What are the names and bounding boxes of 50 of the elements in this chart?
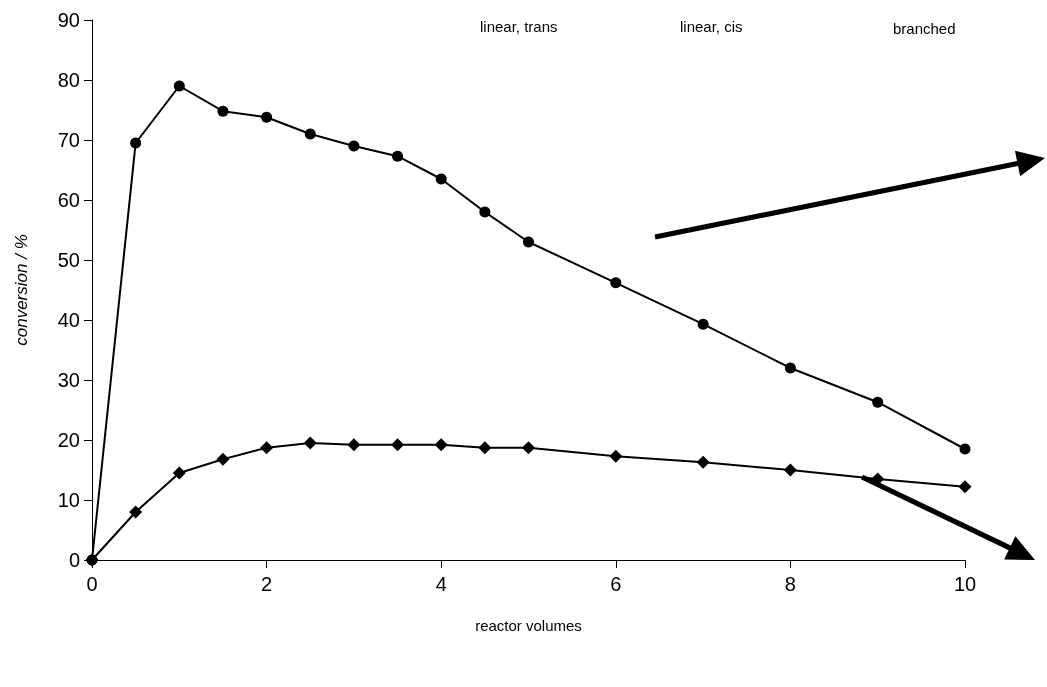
point	[522, 441, 535, 455]
point	[391, 438, 405, 452]
x-tick-label: 0	[86, 573, 98, 595]
point	[261, 111, 273, 123]
y-tick-label: 50	[57, 249, 80, 271]
x-tick-label: 8	[784, 573, 796, 595]
point	[784, 362, 796, 374]
point	[959, 443, 971, 455]
point	[392, 150, 404, 162]
point	[958, 480, 972, 494]
point	[172, 466, 186, 480]
point	[435, 173, 447, 185]
point	[696, 455, 710, 469]
point	[523, 236, 534, 248]
y-tick-label: 10	[57, 489, 80, 511]
y-tick-label: 30	[57, 369, 80, 391]
point	[217, 105, 229, 117]
annotation: linear, trans	[480, 18, 558, 35]
y-tick-label: 40	[57, 309, 80, 331]
annotation: branched	[893, 20, 956, 37]
y-tick-label: 70	[57, 129, 80, 151]
x-tick-label: 6	[610, 573, 622, 595]
point	[260, 441, 274, 455]
y-tick-label: 60	[57, 189, 80, 211]
point	[872, 396, 884, 408]
x-axis-title: reactor volumes	[475, 617, 582, 634]
x-tick-label: 4	[435, 573, 447, 595]
y-tick-label: 80	[57, 69, 80, 91]
point	[347, 438, 361, 452]
point	[478, 441, 492, 455]
point	[173, 80, 185, 92]
y-tick-label: 20	[57, 429, 80, 451]
point	[783, 463, 797, 477]
point	[216, 452, 230, 466]
point	[130, 137, 142, 149]
point	[348, 140, 360, 152]
x-tick-label: 2	[261, 573, 273, 595]
x-tick-label: 10	[953, 573, 977, 595]
point	[610, 277, 622, 289]
y-axis-title: conversion / %	[12, 234, 31, 346]
point	[129, 505, 143, 519]
point	[303, 436, 317, 450]
y-tick-label: 0	[68, 549, 80, 571]
point	[609, 449, 623, 463]
point	[304, 128, 316, 140]
point	[697, 318, 709, 330]
y-tick-label: 90	[57, 9, 80, 31]
point	[479, 206, 491, 218]
point	[434, 438, 448, 452]
annotation: linear, cis	[680, 18, 743, 35]
